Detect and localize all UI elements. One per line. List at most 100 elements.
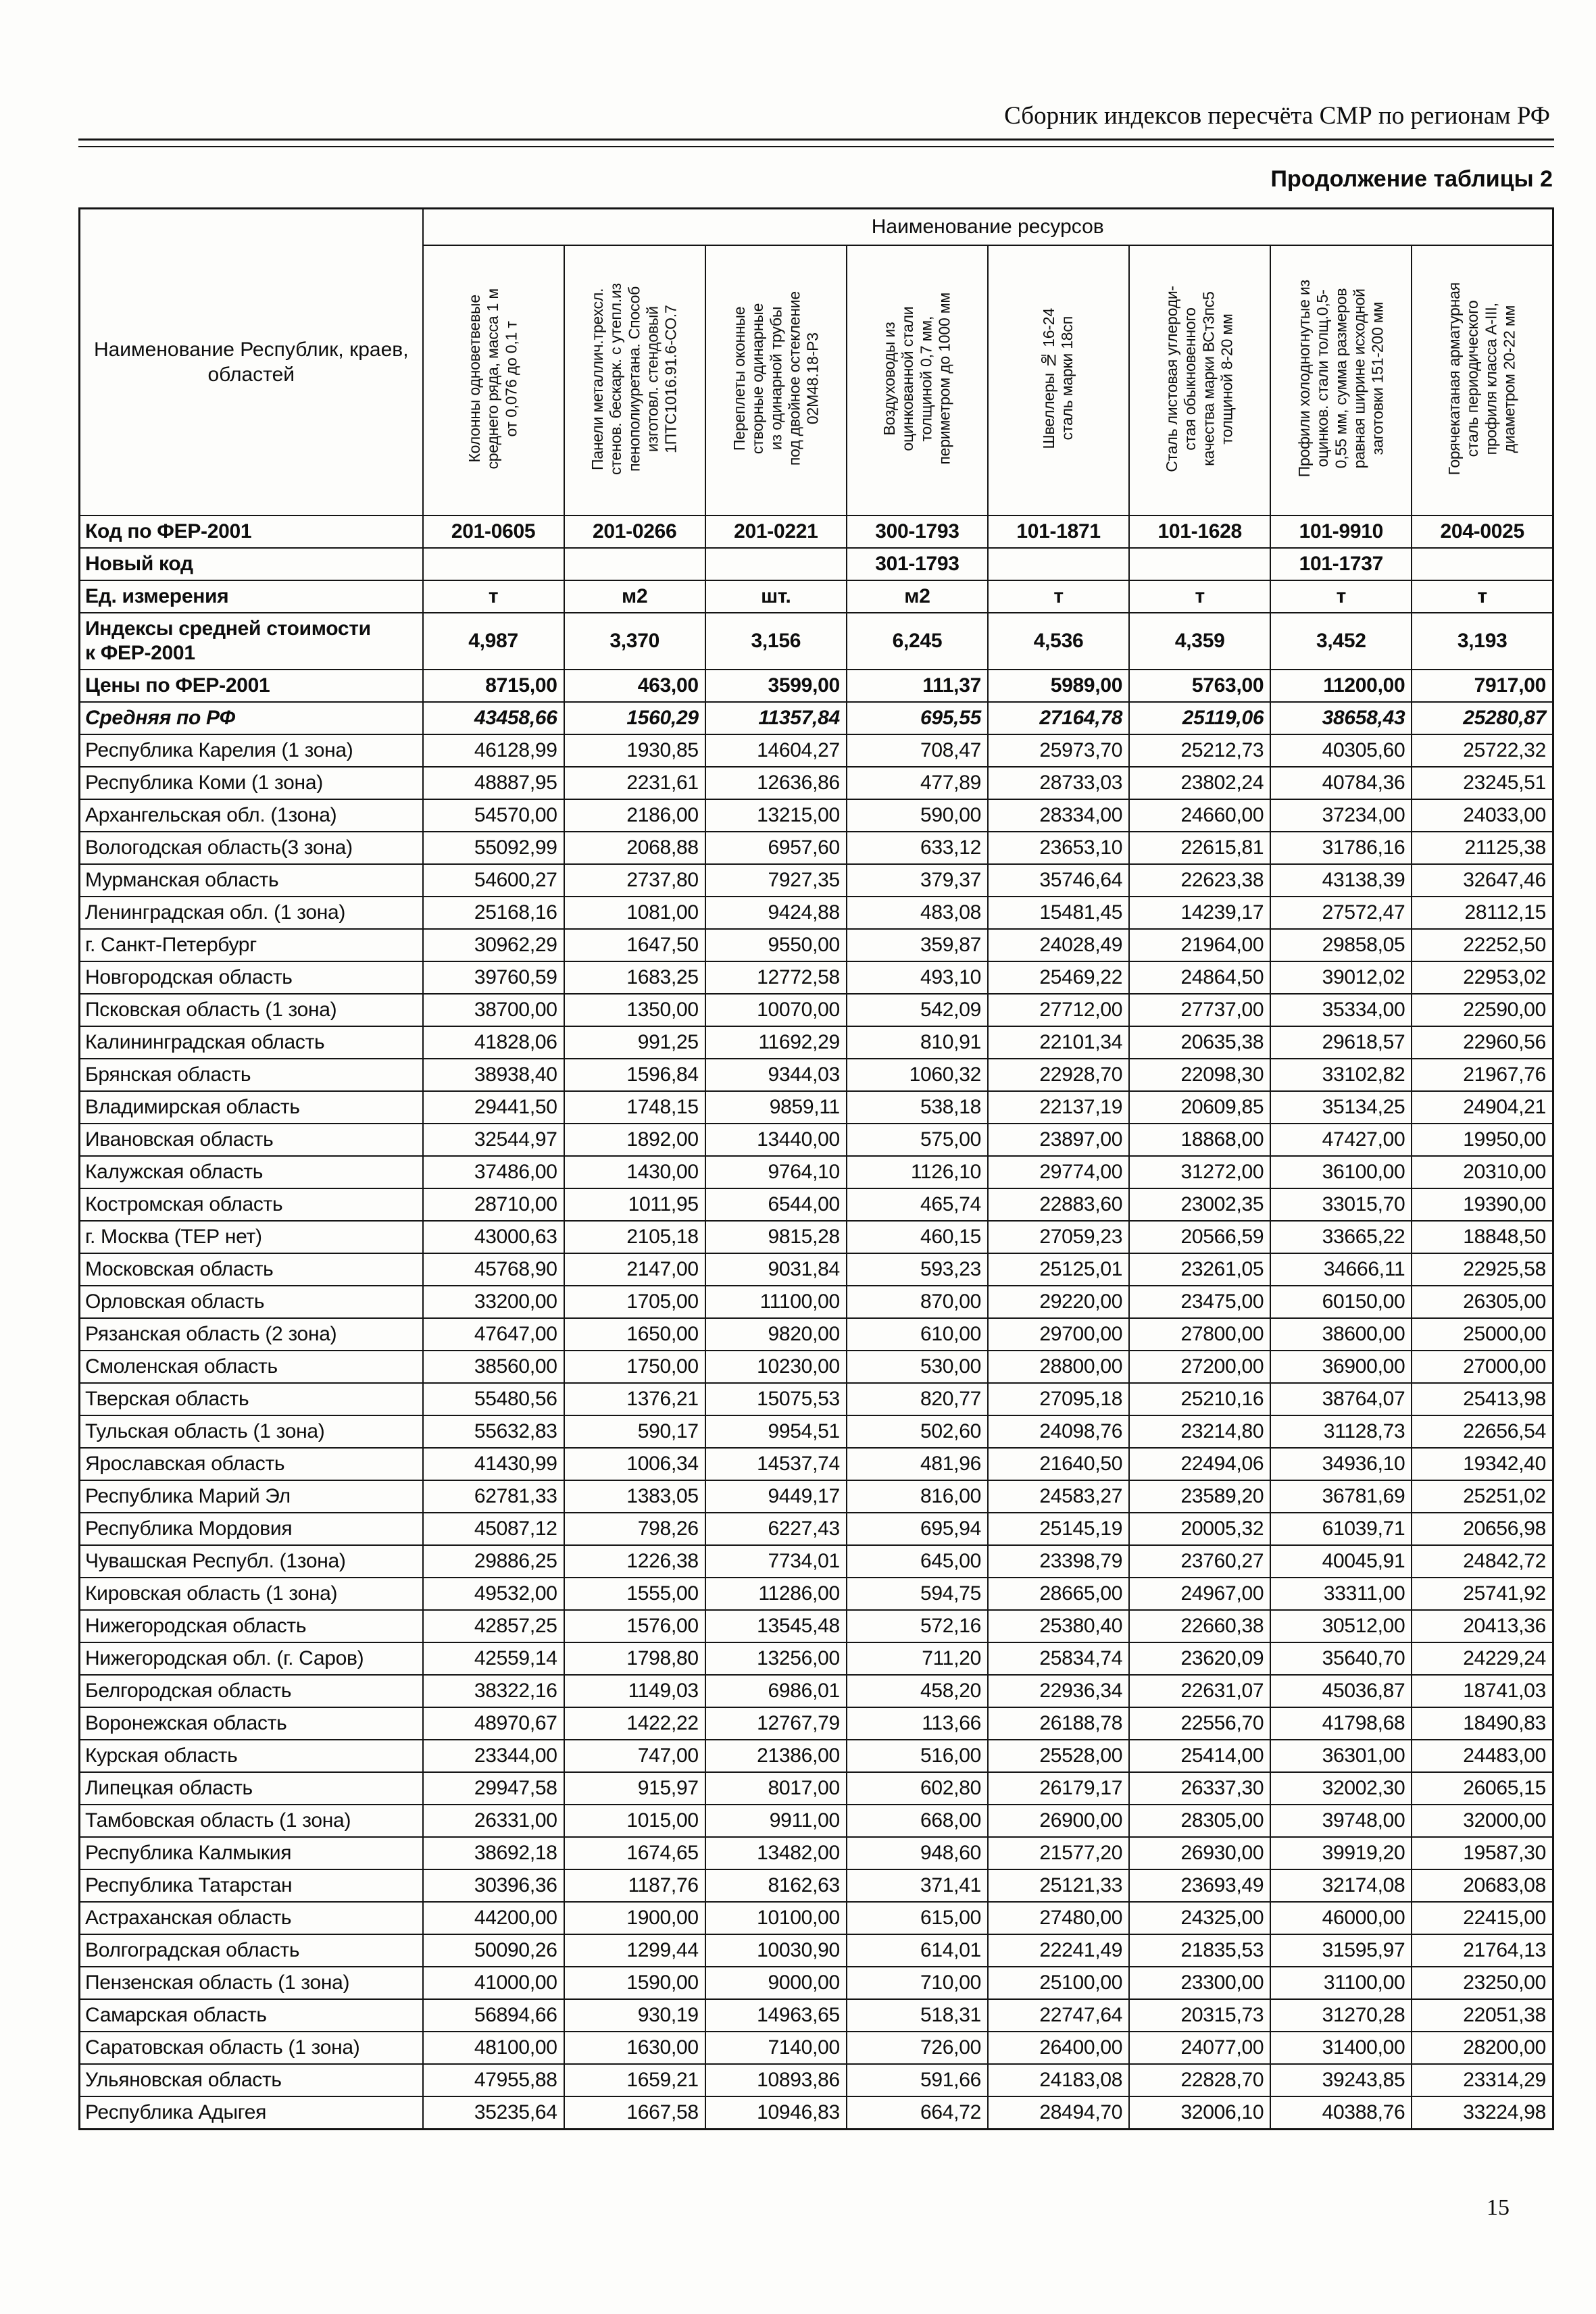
value-cell: 23245,51 xyxy=(1411,766,1554,800)
value-cell: 3599,00 xyxy=(704,669,847,703)
value-cell: 481,96 xyxy=(845,1447,989,1481)
value-cell: 614,01 xyxy=(845,1934,989,1967)
value-cell: 13482,00 xyxy=(704,1836,847,1870)
value-cell: 23620,09 xyxy=(1128,1642,1272,1676)
value-cell: 23693,49 xyxy=(1128,1869,1272,1903)
meta-row-2: Новый код 301-1793 101-1737 xyxy=(78,547,1554,581)
value-cell: 22615,81 xyxy=(1128,831,1272,865)
value-cell: 1011,95 xyxy=(563,1188,706,1222)
row-label: Тверская область xyxy=(78,1382,424,1416)
value-cell: 24098,76 xyxy=(987,1415,1130,1449)
value-cell: м2 xyxy=(563,580,706,613)
value-cell: 21125,38 xyxy=(1411,831,1554,865)
value-cell: 816,00 xyxy=(845,1480,989,1513)
value-cell: 28305,00 xyxy=(1128,1804,1272,1838)
value-cell: 10030,90 xyxy=(704,1934,847,1967)
value-cell: 33102,82 xyxy=(1270,1058,1413,1092)
value-cell: 9449,17 xyxy=(704,1480,847,1513)
value-cell: 20310,00 xyxy=(1411,1155,1554,1189)
value-cell: 38764,07 xyxy=(1270,1382,1413,1416)
row-label: Пензенская область (1 зона) xyxy=(78,1966,424,2000)
value-cell: 33311,00 xyxy=(1270,1577,1413,1611)
value-cell: 463,00 xyxy=(563,669,706,703)
value-cell: 10946,83 xyxy=(704,2096,847,2130)
value-cell: 19950,00 xyxy=(1411,1123,1554,1157)
value-cell: 22623,38 xyxy=(1128,863,1272,897)
value-cell: 1650,00 xyxy=(563,1317,706,1351)
value-cell: 695,55 xyxy=(845,701,989,735)
region-row: Брянская область 38938,40 1596,84 9344,03 10… xyxy=(78,1058,1554,1092)
header-rule-bottom xyxy=(78,146,1554,147)
value-cell: 25168,16 xyxy=(422,896,565,930)
value-cell: 25125,01 xyxy=(987,1253,1130,1286)
value-cell: 45087,12 xyxy=(422,1512,565,1546)
value-cell: 7140,00 xyxy=(704,2031,847,2065)
value-cell: 25722,32 xyxy=(1411,734,1554,768)
region-row: Волгоградская область 50090,26 1299,44 1003… xyxy=(78,1934,1554,1967)
region-row: Новгородская область 39760,59 1683,25 12772… xyxy=(78,961,1554,995)
value-cell: 14604,27 xyxy=(704,734,847,768)
value-cell: 22747,64 xyxy=(987,1998,1130,2032)
value-cell: 19342,40 xyxy=(1411,1447,1554,1481)
value-cell: 10230,00 xyxy=(704,1350,847,1384)
value-cell: 20609,85 xyxy=(1128,1090,1272,1124)
row-label: Ярославская область xyxy=(78,1447,424,1481)
value-cell: 23589,20 xyxy=(1128,1480,1272,1513)
column-header-6: Сталь листовая углероди- стая обыкновенн… xyxy=(1128,245,1272,516)
column-header-5: Швеллеры № 16-24 сталь марки 18сп xyxy=(987,245,1130,516)
value-cell: 4,536 xyxy=(987,612,1130,670)
indices-table: Наименование Республик, краев, областей … xyxy=(78,207,1554,2130)
region-row: Ярославская область 41430,99 1006,34 14537,… xyxy=(78,1447,1554,1481)
value-cell: 113,66 xyxy=(845,1707,989,1740)
row-label: Орловская область xyxy=(78,1285,424,1319)
header-rule-top xyxy=(78,139,1554,141)
row-label: Московская область xyxy=(78,1253,424,1286)
value-cell: 27800,00 xyxy=(1128,1317,1272,1351)
value-cell: 40784,36 xyxy=(1270,766,1413,800)
value-cell: 43000,63 xyxy=(422,1220,565,1254)
row-label: Калининградская область xyxy=(78,1026,424,1059)
value-cell: 10070,00 xyxy=(704,993,847,1027)
row-label: Саратовская область (1 зона) xyxy=(78,2031,424,2065)
value-cell: 23653,10 xyxy=(987,831,1130,865)
value-cell: 518,31 xyxy=(845,1998,989,2032)
value-cell: 22051,38 xyxy=(1411,1998,1554,2032)
value-cell: 1750,00 xyxy=(563,1350,706,1384)
value-cell: 24033,00 xyxy=(1411,799,1554,832)
value-cell: 6986,01 xyxy=(704,1674,847,1708)
value-cell: 29858,05 xyxy=(1270,928,1413,962)
value-cell: 1226,38 xyxy=(563,1544,706,1578)
column-header-2: Панели металлич.трехсл. стенов. бескарк.… xyxy=(563,245,706,516)
value-cell: 460,15 xyxy=(845,1220,989,1254)
value-cell: 991,25 xyxy=(563,1026,706,1059)
value-cell: 47955,88 xyxy=(422,2063,565,2097)
value-cell: 12772,58 xyxy=(704,961,847,995)
region-row: Ивановская область 32544,97 1892,00 13440,0… xyxy=(78,1123,1554,1157)
column-header-1: Колонны одноветвевые среднего ряда, масс… xyxy=(422,245,565,516)
value-cell: 31786,16 xyxy=(1270,831,1413,865)
row-label: Липецкая область xyxy=(78,1771,424,1805)
value-cell: 19587,30 xyxy=(1411,1836,1554,1870)
value-cell: 1060,32 xyxy=(845,1058,989,1092)
value-cell: 22241,49 xyxy=(987,1934,1130,1967)
value-cell: 25469,22 xyxy=(987,961,1130,995)
value-cell: 43138,39 xyxy=(1270,863,1413,897)
row-label: г. Санкт-Петербург xyxy=(78,928,424,962)
value-cell: 9859,11 xyxy=(704,1090,847,1124)
value-cell: 13545,48 xyxy=(704,1609,847,1643)
value-cell: 33665,22 xyxy=(1270,1220,1413,1254)
value-cell: 29700,00 xyxy=(987,1317,1130,1351)
value-cell: 1590,00 xyxy=(563,1966,706,2000)
value-cell: 710,00 xyxy=(845,1966,989,2000)
value-cell: 24660,00 xyxy=(1128,799,1272,832)
value-cell: 6227,43 xyxy=(704,1512,847,1546)
value-cell: 1376,21 xyxy=(563,1382,706,1416)
value-cell: 39760,59 xyxy=(422,961,565,995)
value-cell: 530,00 xyxy=(845,1350,989,1384)
value-cell: 27095,18 xyxy=(987,1382,1130,1416)
value-cell: 29441,50 xyxy=(422,1090,565,1124)
value-cell: 1555,00 xyxy=(563,1577,706,1611)
meta-row-1: Код по ФЕР-2001 201-0605 201-0266 201-0221 3… xyxy=(78,515,1554,549)
value-cell: 19390,00 xyxy=(1411,1188,1554,1222)
region-row: Нижегородская область 42857,25 1576,00 1354… xyxy=(78,1609,1554,1643)
